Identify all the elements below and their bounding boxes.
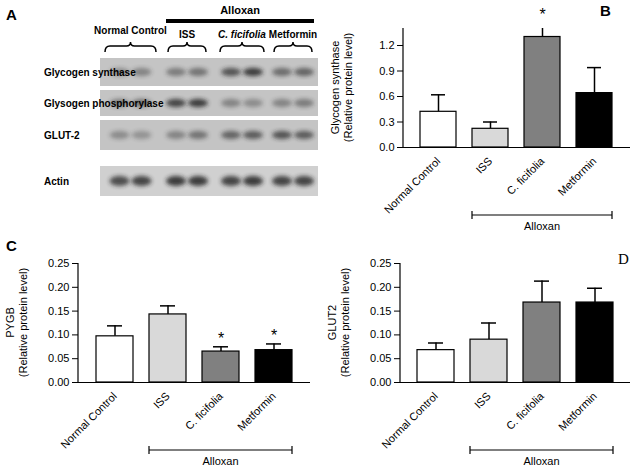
html-text:C: C (6, 237, 17, 254)
svg-text:Normal Control: Normal Control (379, 390, 440, 451)
svg-text:*: * (218, 330, 224, 347)
svg-text:C. ficifolia: C. ficifolia (504, 154, 547, 197)
svg-text:0.10: 0.10 (48, 328, 69, 340)
svg-text:0.20: 0.20 (370, 281, 391, 293)
svg-text:Alloxan: Alloxan (220, 4, 260, 16)
svg-text:0.3: 0.3 (379, 116, 394, 128)
svg-text:C. ficifolia: C. ficifolia (218, 29, 266, 40)
svg-text:Metformin: Metformin (556, 390, 599, 433)
svg-text:Alloxan: Alloxan (524, 220, 560, 232)
svg-text:GLUT2(Relative protein level): GLUT2(Relative protein level) (326, 268, 351, 377)
svg-text:0.05: 0.05 (48, 352, 69, 364)
svg-text:0.6: 0.6 (379, 90, 394, 102)
svg-text:0.25: 0.25 (48, 257, 69, 269)
svg-text:*: * (271, 327, 277, 344)
svg-text:Actin: Actin (44, 176, 69, 187)
svg-text:A: A (6, 6, 17, 23)
svg-text:Glysogen phosphorylase: Glysogen phosphorylase (44, 98, 164, 109)
svg-text:PYGB(Relative protein level): PYGB(Relative protein level) (4, 268, 29, 377)
svg-text:Metformin: Metformin (555, 155, 598, 198)
svg-text:C. ficifolia: C. ficifolia (504, 389, 547, 432)
svg-text:*: * (539, 6, 545, 23)
html-text:B: B (600, 2, 611, 19)
svg-text:0.9: 0.9 (379, 65, 394, 77)
svg-text:Metformin: Metformin (269, 29, 317, 40)
html-text:D: D (618, 251, 629, 267)
svg-text:0.00: 0.00 (370, 376, 391, 388)
svg-text:ISS: ISS (472, 390, 493, 411)
svg-text:Glycogen synthase(Relative pro: Glycogen synthase(Relative protein level… (329, 33, 354, 142)
svg-text:0.00: 0.00 (48, 376, 69, 388)
svg-text:0.10: 0.10 (370, 328, 391, 340)
svg-text:ISS: ISS (179, 29, 195, 40)
svg-text:0.0: 0.0 (379, 141, 394, 153)
svg-text:Glycogen synthase: Glycogen synthase (44, 67, 136, 78)
svg-text:0.15: 0.15 (48, 305, 69, 317)
svg-text:C. ficifolia: C. ficifolia (183, 389, 226, 432)
svg-text:Alloxan: Alloxan (523, 455, 559, 467)
svg-text:1.2: 1.2 (379, 39, 394, 51)
svg-text:GLUT-2: GLUT-2 (44, 130, 80, 141)
svg-text:ISS: ISS (473, 155, 494, 176)
svg-text:ISS: ISS (151, 390, 172, 411)
svg-text:0.20: 0.20 (48, 281, 69, 293)
svg-text:Normal Control: Normal Control (382, 155, 443, 216)
svg-text:Normal Control: Normal Control (94, 25, 167, 36)
svg-text:0.25: 0.25 (370, 257, 391, 269)
svg-text:Metformin: Metformin (235, 390, 278, 433)
svg-text:Normal Control: Normal Control (58, 390, 119, 451)
svg-text:0.05: 0.05 (370, 352, 391, 364)
svg-text:0.15: 0.15 (370, 305, 391, 317)
svg-text:Alloxan: Alloxan (202, 455, 238, 467)
